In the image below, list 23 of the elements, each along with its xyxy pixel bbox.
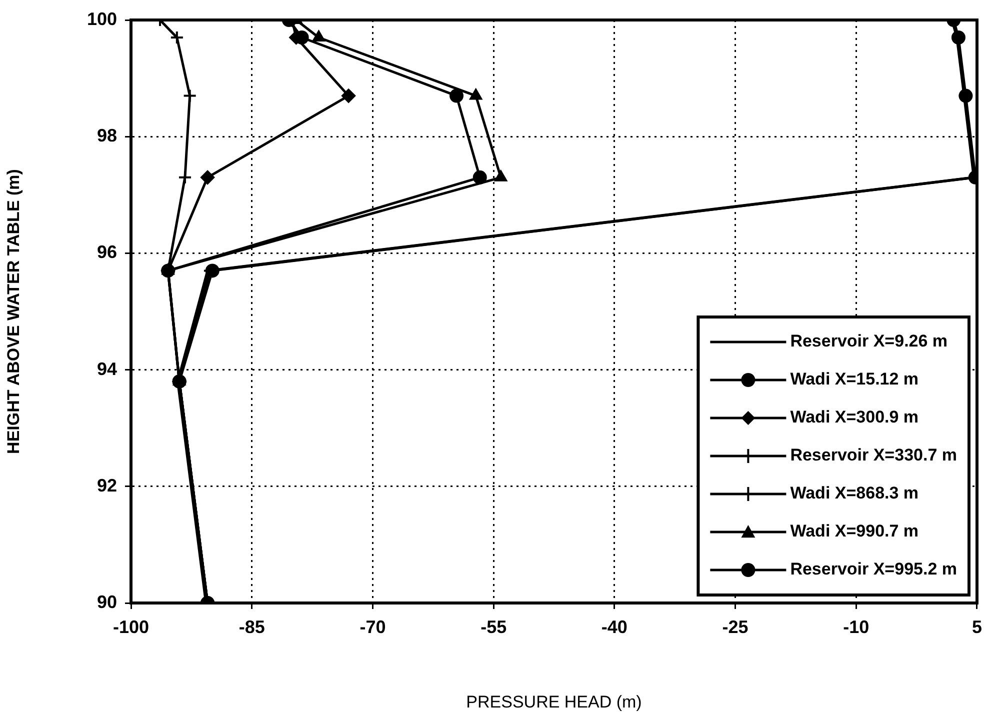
legend-label: Reservoir X=9.26 m bbox=[790, 332, 948, 351]
x-axis-title: PRESSURE HEAD (m) bbox=[466, 692, 642, 712]
y-axis-title: HEIGHT ABOVE WATER TABLE (m) bbox=[4, 169, 23, 454]
y-tick-label: 94 bbox=[96, 358, 117, 379]
legend-label: Wadi X=300.9 m bbox=[790, 408, 919, 427]
y-tick-label: 92 bbox=[96, 475, 117, 496]
x-tick-label: -70 bbox=[360, 616, 386, 637]
legend-label: Reservoir X=995.2 m bbox=[790, 560, 958, 579]
legend-label: Wadi X=990.7 m bbox=[790, 522, 919, 541]
x-tick-label: -25 bbox=[722, 616, 748, 637]
x-tick-label: -85 bbox=[238, 616, 265, 637]
legend-label: Reservoir X=330.7 m bbox=[790, 446, 958, 465]
legend-label: Wadi X=868.3 m bbox=[790, 484, 919, 503]
x-tick-label: -10 bbox=[843, 616, 870, 637]
legend-label: Wadi X=15.12 m bbox=[790, 370, 919, 389]
y-tick-label: 90 bbox=[96, 592, 117, 612]
x-tick-label: -40 bbox=[601, 616, 628, 637]
x-tick-label: -55 bbox=[480, 616, 507, 637]
y-tick-label: 96 bbox=[96, 242, 117, 262]
y-tick-label: 98 bbox=[96, 126, 117, 146]
y-tick-label: 100 bbox=[86, 8, 117, 29]
x-tick-label: 5 bbox=[972, 616, 982, 637]
x-tick-label: -100 bbox=[112, 616, 150, 637]
